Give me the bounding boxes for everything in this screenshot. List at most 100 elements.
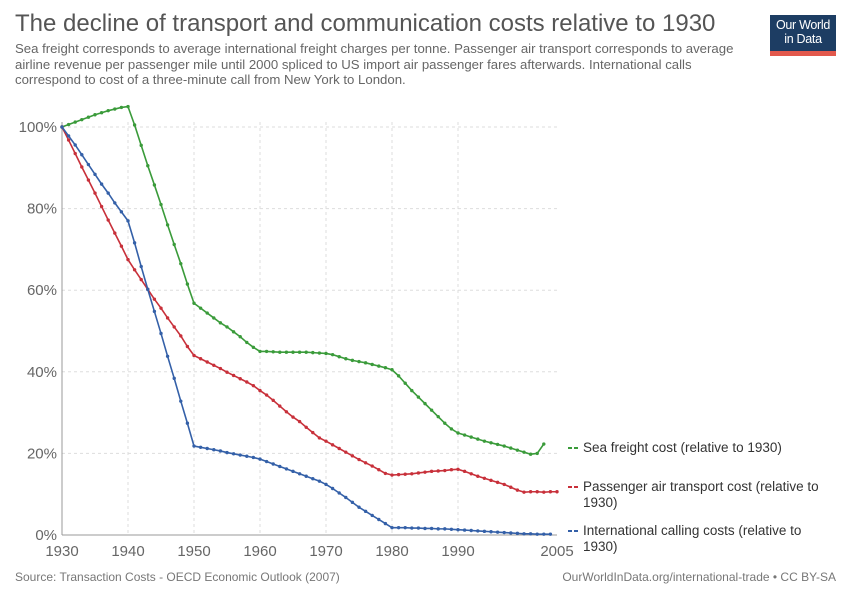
data-point-sea (383, 366, 388, 370)
y-tick-label: 40% (27, 364, 57, 381)
data-point-air (429, 469, 434, 474)
data-point-calls (238, 453, 242, 457)
data-point-air (179, 334, 183, 338)
data-point-calls (139, 264, 143, 269)
data-point-calls (324, 482, 328, 487)
data-point-air (264, 393, 269, 397)
data-point-air (198, 357, 203, 361)
data-point-sea (271, 350, 275, 354)
data-point-sea (73, 120, 77, 124)
y-tick-label: 100% (19, 119, 57, 136)
data-point-calls (502, 530, 506, 535)
data-point-air (291, 415, 295, 419)
data-point-air (225, 370, 229, 374)
data-point-calls (548, 532, 553, 536)
data-point-air (231, 373, 236, 378)
data-point-air (99, 204, 104, 209)
data-point-air (509, 485, 513, 489)
data-point-sea (218, 321, 223, 325)
data-point-air (416, 471, 421, 475)
data-point-air (317, 436, 322, 440)
data-point-calls (542, 532, 546, 536)
data-point-air (297, 419, 302, 424)
data-point-air (330, 443, 335, 447)
data-point-sea (403, 381, 407, 385)
data-point-air (165, 316, 170, 320)
data-point-sea (317, 351, 322, 355)
data-point-calls (60, 125, 64, 129)
series-layer (60, 104, 559, 536)
data-point-air (258, 388, 262, 393)
data-point-calls (251, 455, 256, 460)
data-point-calls (86, 162, 91, 167)
data-point-air (205, 360, 209, 364)
data-point-sea (304, 350, 308, 354)
data-point-calls (423, 526, 427, 531)
license-credit[interactable]: OurWorldInData.org/international-trade •… (562, 570, 836, 584)
data-point-sea (476, 437, 480, 441)
data-point-air (436, 469, 440, 473)
data-point-calls (231, 452, 236, 456)
data-point-air (245, 380, 249, 384)
data-point-air (311, 430, 315, 435)
data-point-sea (245, 340, 249, 345)
data-point-sea (429, 408, 434, 412)
data-point-air (106, 218, 110, 222)
data-point-air (443, 468, 447, 473)
data-point-calls (443, 527, 447, 531)
data-point-calls (258, 457, 262, 461)
data-point-calls (522, 532, 526, 536)
data-point-air (337, 446, 341, 451)
data-point-air (66, 138, 71, 142)
data-point-air (363, 461, 368, 465)
data-point-calls (436, 527, 440, 531)
data-point-calls (80, 153, 84, 157)
data-point-sea (179, 261, 183, 266)
axis-layer: 0% 20% 40% 60% 80% 100% 1930 1940 1950 1960 1970 19… (19, 119, 574, 560)
data-point-air (126, 257, 130, 262)
series-line-air (61, 126, 557, 493)
data-point-sea (66, 122, 71, 127)
data-point-sea (258, 349, 262, 354)
data-point-air (324, 439, 328, 443)
data-point-sea (205, 311, 209, 315)
data-point-air (86, 178, 91, 182)
data-point-calls (278, 464, 282, 469)
data-point-calls (383, 521, 388, 526)
series-sea (60, 104, 546, 456)
data-point-calls (172, 376, 176, 381)
data-point-air (119, 244, 124, 248)
data-point-air (284, 410, 289, 414)
data-point-calls (284, 467, 289, 471)
x-tick-label: 2005 (540, 543, 573, 560)
x-tick-label: 1970 (309, 543, 342, 560)
data-point-air (185, 344, 190, 349)
data-point-calls (462, 528, 467, 532)
data-point-air (449, 468, 454, 472)
data-point-calls (476, 529, 480, 533)
data-point-air (462, 469, 467, 474)
data-point-air (278, 404, 282, 408)
data-point-calls (357, 505, 361, 509)
owid-logo[interactable]: Our World in Data (770, 15, 836, 56)
data-point-sea (535, 451, 539, 456)
data-point-calls (146, 287, 150, 292)
data-point-calls (456, 528, 460, 532)
data-point-air (410, 472, 414, 476)
data-point-sea (165, 223, 170, 227)
logo-line-2: in Data (784, 32, 822, 46)
data-point-calls (218, 449, 223, 453)
data-point-air (357, 457, 361, 462)
series-air (60, 125, 559, 494)
data-point-air (383, 471, 388, 476)
logo-line-1: Our World (775, 18, 831, 32)
data-point-air (238, 377, 242, 381)
data-point-calls (264, 459, 269, 464)
data-point-calls (370, 513, 374, 518)
data-point-sea (132, 123, 137, 127)
x-tick-label: 1990 (441, 543, 474, 560)
data-point-sea (251, 345, 256, 350)
data-point-calls (192, 444, 196, 448)
data-point-sea (192, 301, 196, 305)
